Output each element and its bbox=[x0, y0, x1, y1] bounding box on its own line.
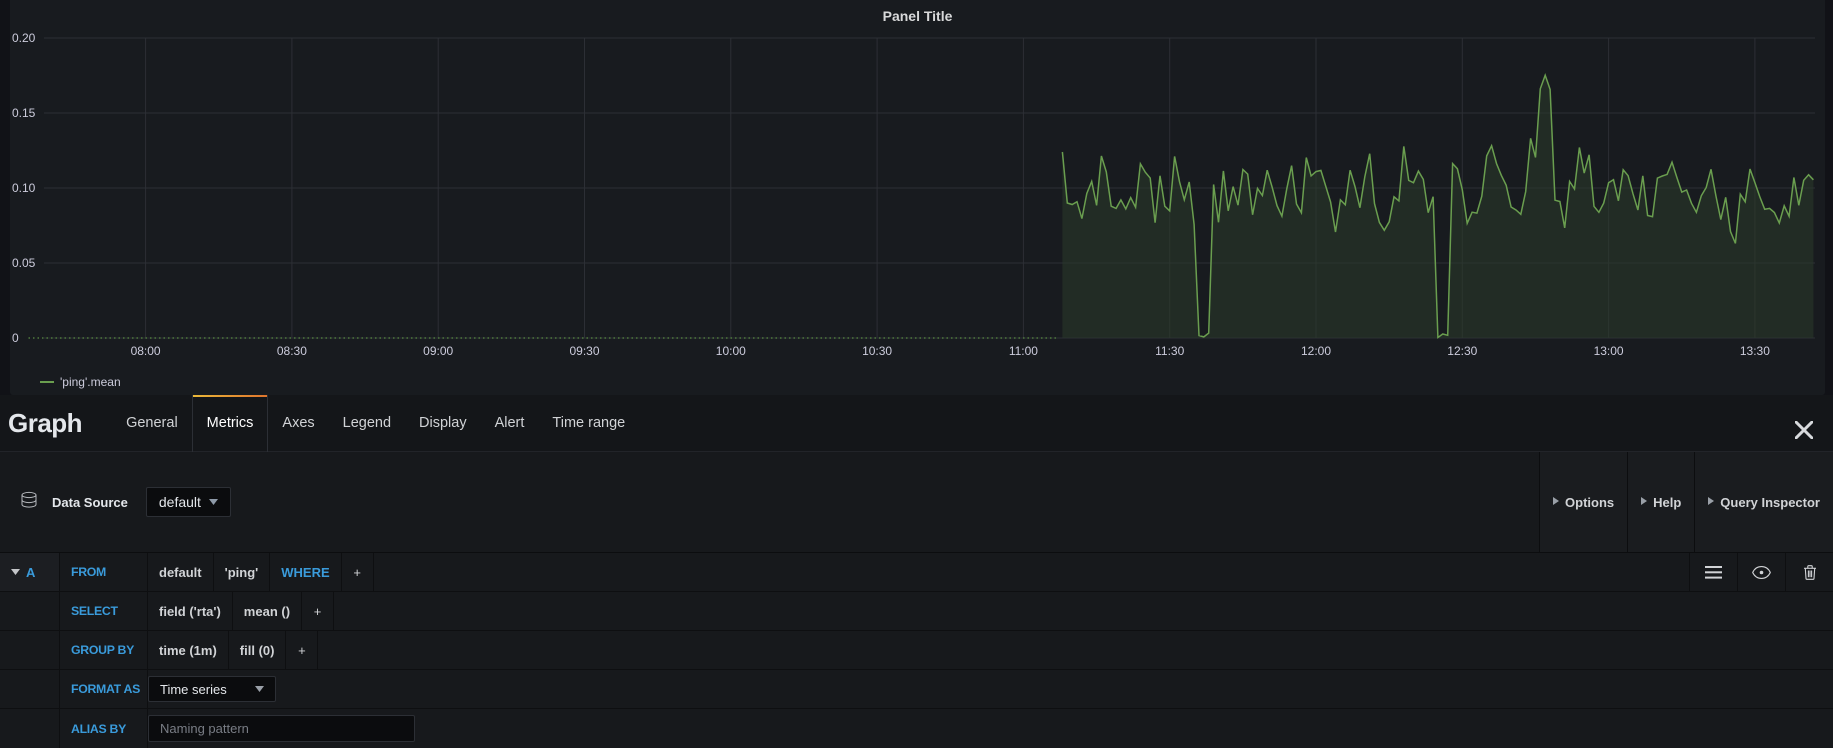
svg-text:10:00: 10:00 bbox=[716, 344, 746, 358]
svg-text:0.15: 0.15 bbox=[12, 106, 36, 120]
svg-text:0.20: 0.20 bbox=[12, 31, 36, 45]
svg-text:09:30: 09:30 bbox=[569, 344, 599, 358]
svg-text:10:30: 10:30 bbox=[862, 344, 892, 358]
svg-text:11:30: 11:30 bbox=[1155, 344, 1184, 358]
svg-text:08:00: 08:00 bbox=[131, 344, 161, 358]
svg-text:0: 0 bbox=[12, 331, 19, 345]
svg-text:08:30: 08:30 bbox=[277, 344, 307, 358]
svg-text:11:00: 11:00 bbox=[1009, 344, 1038, 358]
svg-text:09:00: 09:00 bbox=[423, 344, 453, 358]
svg-text:13:30: 13:30 bbox=[1740, 344, 1770, 358]
svg-text:13:00: 13:00 bbox=[1594, 344, 1624, 358]
svg-text:0.10: 0.10 bbox=[12, 181, 36, 195]
svg-text:12:00: 12:00 bbox=[1301, 344, 1331, 358]
svg-text:0.05: 0.05 bbox=[12, 256, 36, 270]
svg-text:12:30: 12:30 bbox=[1447, 344, 1477, 358]
